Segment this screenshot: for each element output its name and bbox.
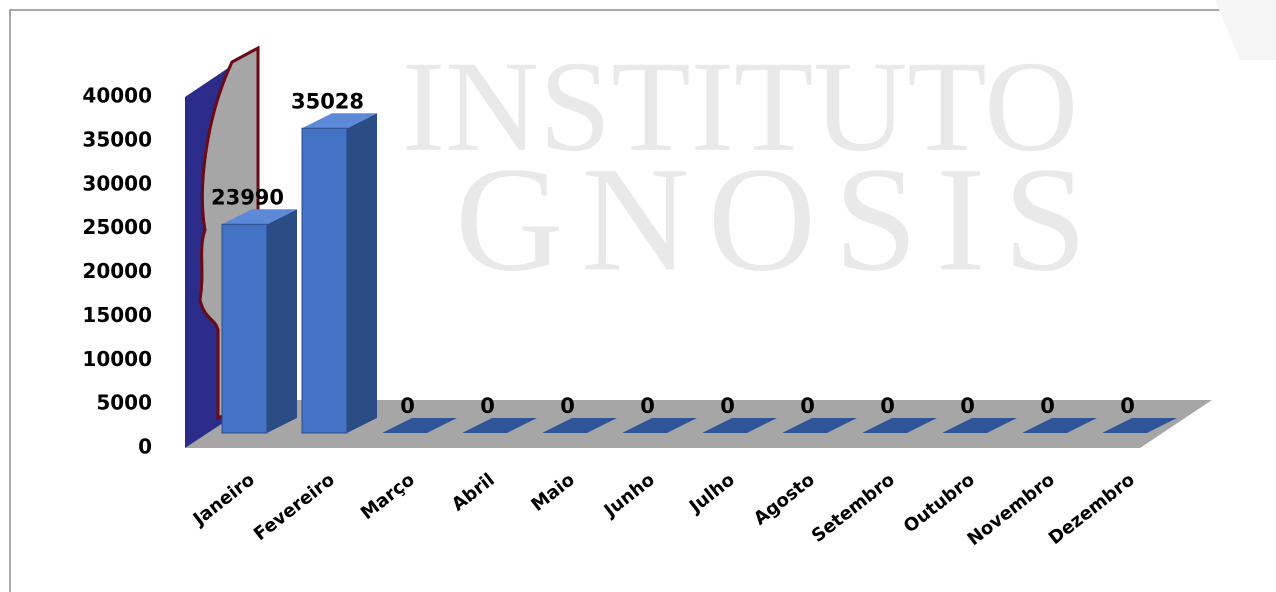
y-tick-label: 15000 (82, 303, 152, 327)
bar-front (221, 223, 268, 434)
bar-top (702, 418, 777, 433)
bar-front (301, 127, 348, 434)
bar (1102, 418, 1177, 433)
bar-top (542, 418, 617, 433)
x-tick-label: Fevereiro (250, 469, 339, 545)
x-tick-label: Agosto (750, 469, 819, 529)
bar (301, 113, 377, 434)
x-tick-label: Janeiro (188, 469, 259, 531)
bar-top (1022, 418, 1097, 433)
bar-side (347, 113, 377, 433)
data-label: 0 (800, 394, 815, 418)
bar-top (382, 418, 457, 433)
x-tick-label: Dezembro (1045, 469, 1139, 549)
data-label: 23990 (211, 185, 284, 209)
data-label: 0 (400, 394, 415, 418)
data-label: 0 (480, 394, 495, 418)
bar-side (267, 209, 297, 433)
bar (942, 418, 1017, 433)
y-tick-label: 10000 (82, 347, 152, 371)
data-label: 0 (640, 394, 655, 418)
floor (185, 400, 1212, 448)
bar-top (782, 418, 857, 433)
bar (542, 418, 617, 433)
bar (221, 209, 297, 434)
data-label: 0 (1120, 394, 1135, 418)
data-label: 0 (880, 394, 895, 418)
x-tick-label: Novembro (964, 469, 1059, 550)
bar-top (222, 209, 297, 225)
bar (862, 418, 937, 433)
bar-top (462, 418, 537, 433)
bar-top (622, 418, 697, 433)
bar (382, 418, 457, 433)
y-tick-label: 5000 (96, 391, 152, 415)
bar (702, 418, 777, 433)
x-tick-label: Junho (599, 469, 659, 522)
bar (622, 418, 697, 433)
data-label: 0 (1040, 394, 1055, 418)
data-label: 35028 (291, 89, 364, 113)
y-tick-label: 35000 (82, 127, 152, 151)
x-tick-label: Outubro (900, 469, 979, 537)
bar-top (862, 418, 937, 433)
watermark-text: GNOSIS (455, 136, 1105, 302)
bar-top (302, 113, 377, 129)
y-tick-label: 0 (138, 435, 152, 459)
data-label: 0 (560, 394, 575, 418)
data-label: 0 (720, 394, 735, 418)
y-tick-label: 40000 (82, 84, 152, 108)
bar (782, 418, 857, 433)
x-tick-label: Maio (527, 469, 578, 515)
bar (462, 418, 537, 433)
x-tick-label: Março (357, 469, 419, 524)
bar (1022, 418, 1097, 433)
y-tick-label: 20000 (82, 259, 152, 283)
y-tick-label: 30000 (82, 171, 152, 195)
x-tick-label: Abril (448, 469, 499, 515)
x-tick-label: Julho (684, 469, 739, 518)
corner-decoration (1215, 0, 1276, 60)
chart-frame (9, 9, 1276, 592)
data-label: 0 (960, 394, 975, 418)
x-tick-label: Setembro (808, 469, 899, 546)
bar-top (1102, 418, 1177, 433)
y-tick-label: 25000 (82, 215, 152, 239)
watermark-text: INSTITUTO (402, 35, 1078, 179)
bar-top (942, 418, 1017, 433)
